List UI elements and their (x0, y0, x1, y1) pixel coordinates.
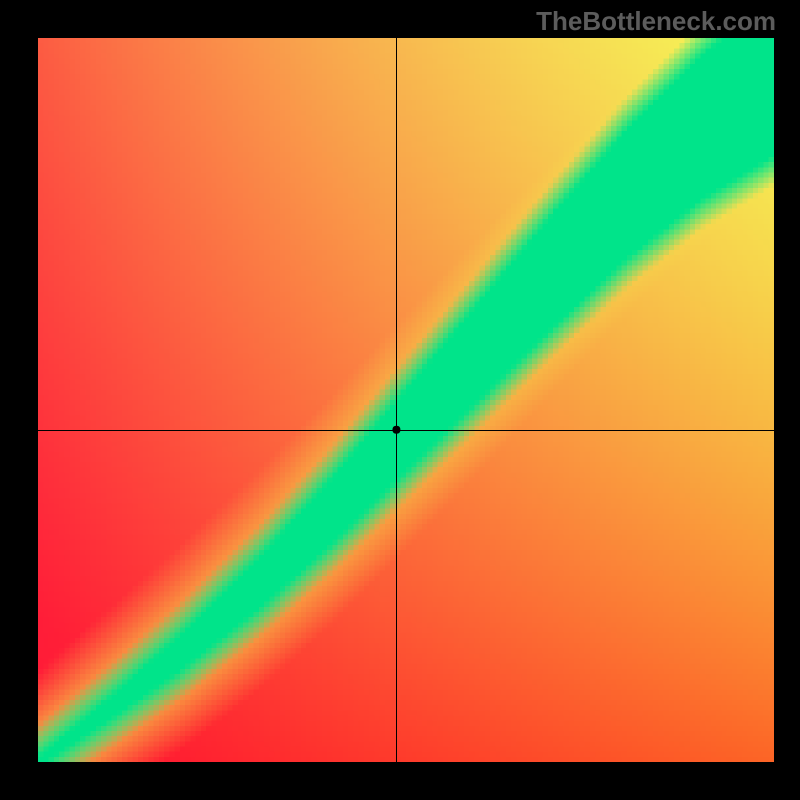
watermark-label: TheBottleneck.com (536, 6, 776, 37)
chart-stage: TheBottleneck.com (0, 0, 800, 800)
crosshair-overlay (38, 38, 774, 762)
